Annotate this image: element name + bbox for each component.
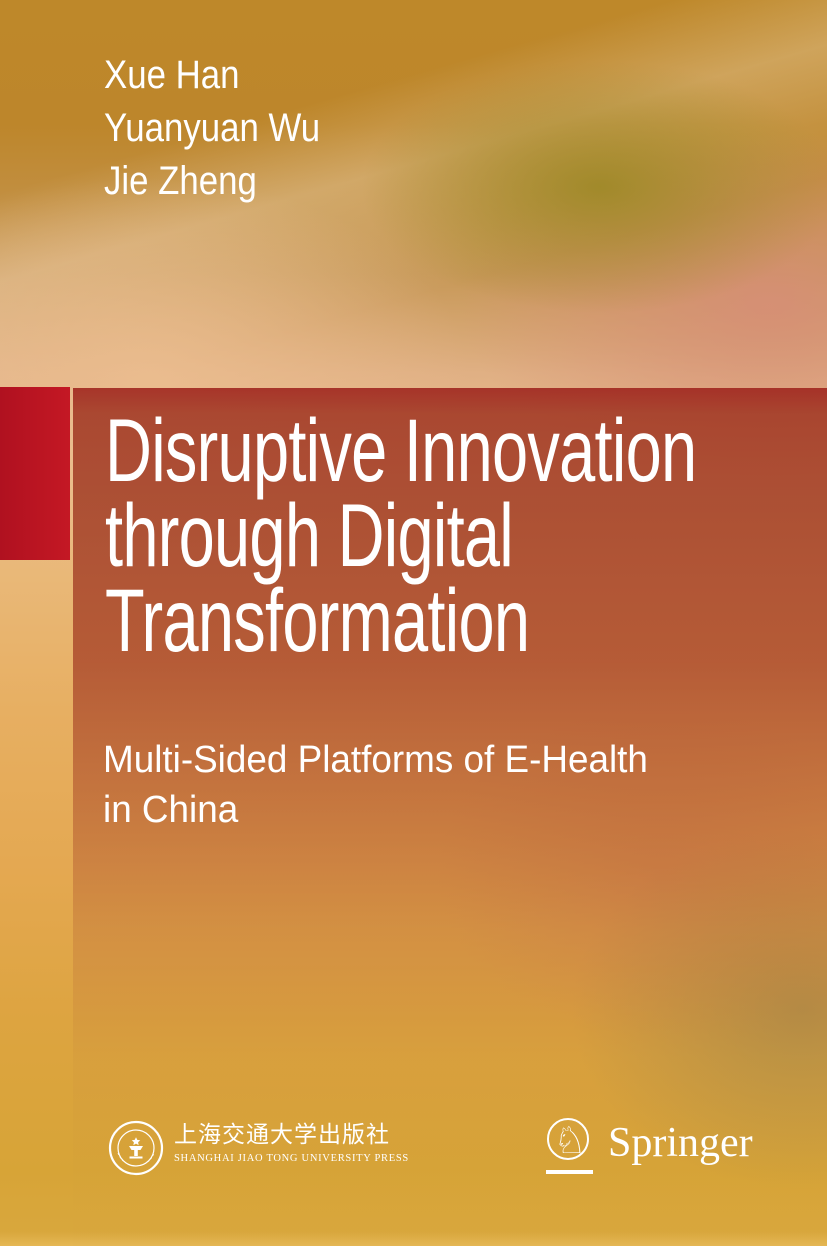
- sjtu-chinese-name: 上海交通大学出版社: [174, 1122, 390, 1148]
- book-title: Disruptive Innovation through Digital Tr…: [105, 400, 697, 670]
- book-title-line: Disruptive Innovation: [105, 400, 697, 500]
- book-title-line: Transformation: [105, 570, 530, 670]
- red-accent-square: [0, 387, 70, 560]
- book-title-line: through Digital: [105, 485, 514, 585]
- book-subtitle-line: in China: [103, 789, 239, 831]
- author-name: Yuanyuan Wu: [104, 106, 321, 150]
- book-subtitle: Multi-Sided Platforms of E-Health in Chi…: [103, 735, 648, 835]
- title-panel-overlay: [73, 388, 827, 1246]
- springer-horse-icon: ♘: [546, 1118, 594, 1176]
- sjtu-seal-icon: [108, 1120, 164, 1176]
- author-name: Xue Han: [104, 53, 240, 97]
- author-name: Jie Zheng: [104, 159, 257, 203]
- sjtu-english-name: SHANGHAI JIAO TONG UNIVERSITY PRESS: [174, 1153, 409, 1164]
- sjtu-press-logo: 上海交通大学出版社 SHANGHAI JIAO TONG UNIVERSITY …: [108, 1118, 409, 1176]
- springer-wordmark: Springer: [608, 1120, 753, 1166]
- author-list: Xue Han Yuanyuan Wu Jie Zheng: [104, 49, 320, 208]
- book-subtitle-line: Multi-Sided Platforms of E-Health: [103, 739, 648, 781]
- springer-logo: ♘ Springer: [546, 1118, 753, 1176]
